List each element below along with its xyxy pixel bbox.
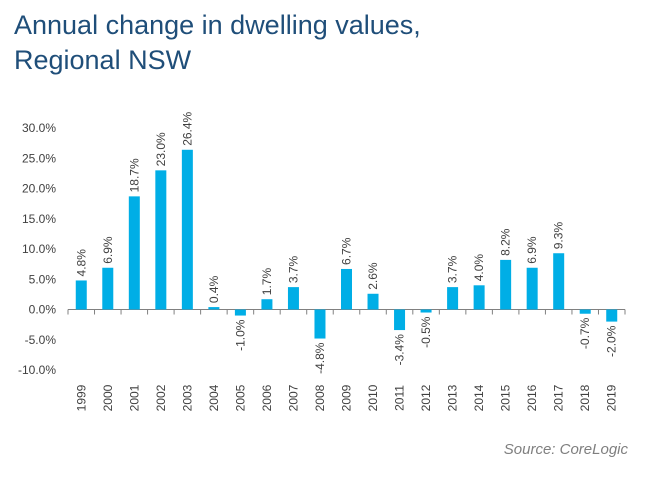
source-note: Source: CoreLogic bbox=[503, 441, 628, 458]
data-label: 3.7% bbox=[286, 255, 300, 283]
x-tick-label: 2019 bbox=[605, 384, 619, 411]
x-tick-label: 2018 bbox=[578, 384, 592, 411]
x-tick-label: 2002 bbox=[154, 384, 168, 411]
y-tick-label: 10.0% bbox=[22, 242, 56, 256]
data-label: 18.7% bbox=[127, 158, 141, 192]
x-tick-label: 2010 bbox=[366, 384, 380, 411]
x-tick-label: 2008 bbox=[313, 384, 327, 411]
x-tick-label: 2005 bbox=[233, 384, 247, 411]
data-label: -3.4% bbox=[393, 334, 407, 366]
x-tick-label: 2014 bbox=[472, 384, 486, 411]
y-tick-label: 25.0% bbox=[22, 151, 56, 165]
data-label: 8.2% bbox=[499, 228, 513, 256]
data-label: 4.0% bbox=[472, 254, 486, 282]
bar bbox=[314, 309, 326, 339]
data-label: 3.7% bbox=[446, 255, 460, 283]
x-tick-label: 2017 bbox=[552, 384, 566, 411]
y-tick-label: -5.0% bbox=[25, 333, 57, 347]
x-tick-label: 2000 bbox=[101, 384, 115, 411]
data-label: 6.9% bbox=[525, 236, 539, 264]
x-tick-label: 2004 bbox=[207, 384, 221, 411]
bar bbox=[447, 287, 459, 310]
x-tick-label: 2013 bbox=[446, 384, 460, 411]
bar bbox=[526, 267, 538, 310]
chart-title-line-1: Annual change in dwelling values, bbox=[14, 10, 421, 40]
bar bbox=[394, 309, 406, 331]
x-tick-label: 2001 bbox=[127, 384, 141, 411]
data-label: -0.7% bbox=[578, 317, 592, 349]
bar bbox=[234, 309, 246, 316]
y-tick-label: 20.0% bbox=[22, 182, 56, 196]
x-tick-label: 2012 bbox=[419, 384, 433, 411]
bar bbox=[128, 196, 140, 310]
bar bbox=[102, 267, 114, 310]
data-label: 26.4% bbox=[180, 111, 194, 145]
bar bbox=[287, 287, 299, 310]
bar bbox=[606, 309, 618, 322]
bar bbox=[553, 253, 565, 310]
bar bbox=[500, 259, 512, 310]
data-label: -1.0% bbox=[233, 319, 247, 351]
data-label: -2.0% bbox=[605, 325, 619, 357]
bar bbox=[579, 309, 591, 314]
bar bbox=[155, 170, 167, 310]
y-tick-label: 15.0% bbox=[22, 212, 56, 226]
x-tick-label: 1999 bbox=[74, 384, 88, 411]
x-tick-label: 2016 bbox=[525, 384, 539, 411]
bar bbox=[367, 293, 379, 310]
bar bbox=[75, 280, 87, 310]
y-tick-label: 5.0% bbox=[29, 272, 57, 286]
data-label: 4.8% bbox=[74, 249, 88, 277]
data-label: 6.7% bbox=[340, 237, 354, 265]
bar bbox=[261, 299, 273, 310]
x-tick-label: 2006 bbox=[260, 384, 274, 411]
data-label: 2.6% bbox=[366, 262, 380, 290]
bar bbox=[208, 307, 220, 310]
x-tick-label: 2007 bbox=[286, 384, 300, 411]
data-label: 0.4% bbox=[207, 275, 221, 303]
y-tick-label: 0.0% bbox=[29, 303, 57, 317]
chart-title-line-2: Regional NSW bbox=[14, 45, 192, 75]
bar bbox=[420, 309, 432, 313]
chart-title: Annual change in dwelling values, Region… bbox=[14, 8, 634, 78]
x-tick-label: 2011 bbox=[393, 385, 407, 411]
data-label: 23.0% bbox=[154, 132, 168, 166]
data-label: 9.3% bbox=[552, 222, 566, 250]
bar bbox=[341, 268, 352, 310]
data-label: -0.5% bbox=[419, 316, 433, 348]
y-tick-label: -10.0% bbox=[18, 363, 56, 377]
data-label: -4.8% bbox=[313, 342, 327, 374]
x-tick-label: 2009 bbox=[340, 384, 354, 411]
x-tick-label: 2015 bbox=[499, 384, 513, 411]
data-label: 1.7% bbox=[260, 268, 274, 296]
data-label: 6.9% bbox=[101, 236, 115, 264]
x-tick-label: 2003 bbox=[180, 384, 194, 411]
bar bbox=[473, 285, 485, 310]
y-tick-label: 30.0% bbox=[22, 121, 56, 135]
bar bbox=[181, 149, 193, 310]
